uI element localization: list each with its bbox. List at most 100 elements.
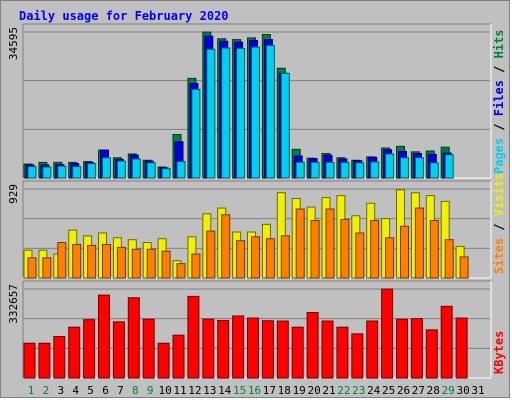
day-label: 5 bbox=[87, 384, 94, 397]
bar-sites bbox=[236, 240, 246, 279]
bar-pages bbox=[429, 162, 439, 179]
bar-sites bbox=[370, 220, 380, 279]
bar-sites bbox=[444, 239, 454, 279]
bar-kbytes bbox=[127, 297, 140, 379]
bar-kbytes bbox=[157, 342, 170, 379]
bar-pages bbox=[191, 88, 201, 179]
day-label: 11 bbox=[173, 384, 186, 397]
bar-kbytes bbox=[336, 326, 349, 379]
bar-pages bbox=[444, 154, 454, 179]
bar-pages bbox=[325, 161, 335, 179]
day-label: 1 bbox=[28, 384, 35, 397]
bar-pages bbox=[57, 165, 67, 179]
day-label: 30 bbox=[456, 384, 469, 397]
legend-label-kbytes: KBytes bbox=[492, 331, 506, 374]
bar-kbytes bbox=[276, 320, 289, 379]
bar-pages bbox=[176, 161, 186, 179]
bar-sites bbox=[87, 244, 97, 279]
bar-sites bbox=[57, 242, 67, 279]
day-label: 9 bbox=[147, 384, 154, 397]
bar-kbytes bbox=[23, 342, 36, 379]
bar-kbytes bbox=[291, 326, 304, 379]
bar-sites bbox=[295, 208, 305, 279]
legend-part-requests-0: Pages bbox=[492, 138, 506, 174]
bar-sites bbox=[131, 248, 141, 279]
bar-sites bbox=[459, 256, 469, 279]
legend-label-visits: Sites / Visits bbox=[492, 173, 506, 274]
bar-kbytes bbox=[366, 320, 379, 379]
bar-sites bbox=[116, 246, 126, 279]
bar-pages bbox=[206, 48, 216, 179]
bar-pages bbox=[310, 161, 320, 179]
bar-pages bbox=[161, 168, 171, 179]
bar-sites bbox=[414, 207, 424, 279]
bar-pages bbox=[131, 158, 141, 179]
bar-pages bbox=[370, 161, 380, 179]
day-label: 2 bbox=[43, 384, 50, 397]
bar-pages bbox=[340, 161, 350, 179]
bar-sites bbox=[42, 257, 52, 279]
bar-sites bbox=[72, 243, 82, 279]
bar-kbytes bbox=[455, 317, 468, 379]
ymax-label-requests: 34595 bbox=[7, 27, 20, 60]
day-label: 13 bbox=[203, 384, 216, 397]
bar-kbytes bbox=[425, 329, 438, 379]
day-label: 3 bbox=[57, 384, 64, 397]
bar-sites bbox=[355, 232, 365, 279]
legend-part-requests-2: Files bbox=[492, 80, 506, 116]
day-label: 14 bbox=[218, 384, 232, 397]
day-label: 12 bbox=[188, 384, 201, 397]
bar-kbytes bbox=[112, 321, 125, 379]
bar-pages bbox=[355, 162, 365, 179]
bar-kbytes bbox=[410, 318, 423, 379]
bar-kbytes bbox=[351, 333, 364, 379]
day-label: 15 bbox=[233, 384, 246, 397]
bar-sites bbox=[27, 257, 37, 279]
day-label: 17 bbox=[263, 384, 276, 397]
day-label: 10 bbox=[158, 384, 171, 397]
bar-kbytes bbox=[217, 319, 230, 379]
bar-sites bbox=[206, 230, 216, 279]
legend-part-kbytes-0: KBytes bbox=[492, 331, 506, 374]
bar-kbytes bbox=[83, 319, 96, 379]
ymax-label-kbytes: 332657 bbox=[7, 284, 20, 324]
day-label: 29 bbox=[442, 384, 455, 397]
bar-pages bbox=[265, 44, 275, 179]
legend-part-visits-2: Visits bbox=[492, 173, 506, 216]
bar-pages bbox=[385, 153, 395, 179]
bar-sites bbox=[251, 236, 260, 279]
bar-pages bbox=[42, 166, 52, 179]
day-label: 31 bbox=[471, 384, 484, 397]
bar-kbytes bbox=[98, 294, 110, 379]
bar-pages bbox=[236, 47, 246, 179]
day-label: 4 bbox=[72, 384, 79, 397]
bar-pages bbox=[280, 72, 290, 179]
bar-sites bbox=[146, 248, 156, 279]
bar-sites bbox=[191, 253, 201, 279]
bar-sites bbox=[310, 220, 320, 279]
day-label: 18 bbox=[278, 384, 291, 397]
legend-part-requests-1: / bbox=[492, 116, 506, 138]
bar-sites bbox=[429, 220, 439, 279]
bar-pages bbox=[87, 163, 97, 179]
day-label: 24 bbox=[367, 384, 381, 397]
day-label: 25 bbox=[382, 384, 395, 397]
bar-kbytes bbox=[440, 305, 453, 379]
bar-kbytes bbox=[172, 334, 185, 379]
bar-sites bbox=[265, 238, 275, 279]
bar-kbytes bbox=[247, 317, 259, 379]
chart-title: Daily usage for February 2020 bbox=[19, 9, 229, 23]
bar-kbytes bbox=[187, 295, 200, 379]
bar-kbytes bbox=[381, 288, 394, 379]
day-label: 7 bbox=[117, 384, 124, 397]
day-label: 27 bbox=[412, 384, 425, 397]
legend-label-requests: Pages / Files / Hits bbox=[492, 29, 506, 174]
day-label: 20 bbox=[307, 384, 320, 397]
legend-part-visits-1: / bbox=[492, 216, 506, 238]
bar-pages bbox=[72, 166, 82, 179]
bar-sites bbox=[221, 214, 231, 279]
bar-sites bbox=[280, 235, 290, 279]
bar-pages bbox=[102, 157, 111, 179]
bar-pages bbox=[221, 47, 231, 179]
